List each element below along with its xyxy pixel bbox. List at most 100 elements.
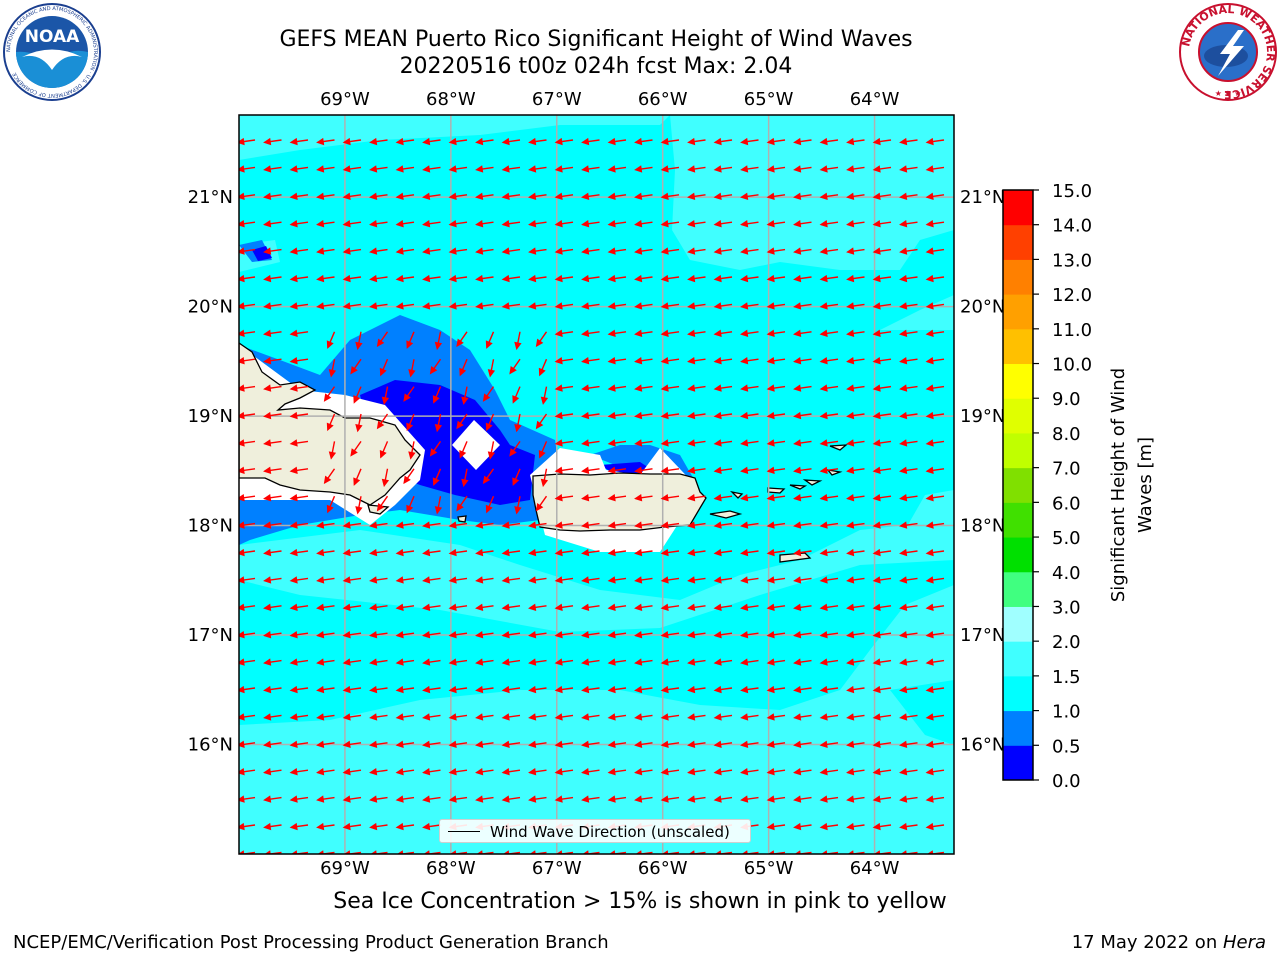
wave-arrow-head	[819, 822, 828, 831]
wave-arrow-head	[263, 384, 272, 392]
wave-arrow-head	[925, 466, 934, 475]
wave-arrow-head	[872, 137, 881, 146]
wave-arrow-head	[607, 384, 616, 392]
wave-arrow-head	[369, 658, 378, 666]
lon-tick-label-bottom: 69°W	[320, 858, 370, 879]
wave-arrow-head	[793, 466, 802, 475]
wave-arrow-head	[607, 274, 616, 283]
wave-arrow-head	[607, 302, 616, 310]
sea-ice-note: Sea Ice Concentration > 15% is shown in …	[333, 889, 947, 914]
wave-arrow-head	[512, 477, 520, 486]
wave-arrow-head	[289, 192, 298, 201]
wave-arrow-head	[607, 329, 616, 338]
wave-arrow-head	[713, 603, 722, 612]
wave-arrow-head	[793, 713, 802, 721]
noaa-logo: NOAA NATIONAL OCEANIC AND ATMOSPHERIC AD…	[3, 3, 101, 101]
wave-arrow-head	[740, 247, 749, 255]
wave-arrow-head	[793, 740, 802, 749]
colorbar-frame	[1002, 189, 1034, 781]
lat-tick-label-left: 16°N	[188, 735, 233, 756]
wave-arrow-head	[528, 713, 537, 721]
wave-arrow-head	[607, 713, 616, 721]
wave-arrow-head	[766, 165, 775, 173]
wave-arrow-head	[766, 274, 775, 283]
wave-arrow-head	[819, 192, 828, 201]
wave-arrow-head	[316, 713, 325, 721]
wave-arrow-head	[289, 603, 298, 612]
wave-arrow-head	[687, 357, 696, 365]
wave-arrow-head	[528, 247, 537, 255]
wave-arrow-head	[316, 302, 325, 310]
wave-arrow-head	[554, 384, 563, 392]
wave-arrow-head	[899, 466, 908, 475]
wave-arrow-head	[925, 713, 934, 721]
wave-arrow-head	[925, 137, 934, 146]
wave-arrow-head	[899, 795, 908, 803]
wave-arrow-head	[819, 631, 828, 639]
wave-arrow-head	[713, 740, 722, 749]
wave-arrow-head	[263, 548, 272, 557]
wave-arrow-head	[687, 740, 696, 749]
colorbar-swatch	[1003, 606, 1033, 642]
wave-arrow-head	[461, 478, 469, 488]
wave-arrow-head	[899, 302, 908, 310]
wave-arrow-head	[872, 247, 881, 255]
wave-arrow-head	[819, 357, 828, 365]
wave-arrow-head	[422, 795, 431, 803]
wave-arrow-head	[395, 658, 404, 666]
wave-arrow-head	[872, 220, 881, 228]
wave-arrow-head	[872, 603, 881, 612]
wave-arrow-head	[793, 329, 802, 338]
wave-arrow-head	[819, 220, 828, 228]
lat-tick-label-left: 18°N	[188, 516, 233, 537]
wave-arrow-head	[925, 274, 934, 283]
wave-arrow-head	[872, 439, 881, 447]
wave-arrow-head	[316, 521, 325, 529]
lon-tick-label-bottom: 64°W	[850, 858, 900, 879]
wave-arrow-head	[342, 548, 351, 557]
wave-arrow-head	[819, 576, 828, 584]
wave-arrow-head	[766, 384, 775, 392]
lon-tick-label-top: 66°W	[638, 89, 688, 110]
wave-arrow-head	[713, 658, 722, 666]
wave-arrow-head	[501, 302, 510, 310]
colorbar-tick-label: 0.0	[1052, 771, 1081, 792]
wave-arrow-head	[607, 685, 616, 694]
wave-arrow-head	[289, 329, 298, 338]
wave-arrow-head	[239, 192, 245, 201]
wave-arrow-head	[422, 768, 431, 776]
wave-arrow-head	[316, 247, 325, 255]
wave-arrow-head	[395, 521, 404, 529]
wave-arrow-head	[872, 411, 881, 420]
colorbar-swatch	[1003, 328, 1033, 365]
wave-arrow-head	[316, 137, 325, 146]
wave-arrow-head	[581, 466, 590, 475]
wave-arrow-head	[342, 603, 351, 612]
wave-arrow-head	[482, 475, 491, 485]
colorbar: 0.0 0.5 1.0 1.5 2.0 3.0 4.0 5.0 6.0 7.0 8.0 9.0 10.0…	[1002, 181, 1092, 792]
wave-arrow-head	[448, 658, 457, 666]
wave-arrow-head	[475, 274, 484, 283]
wave-arrow-head	[501, 576, 510, 584]
vector-legend-swatch	[448, 831, 480, 832]
wave-arrow-head	[448, 192, 457, 201]
wave-arrow-head	[326, 504, 334, 514]
wave-arrow-head	[740, 439, 749, 447]
wave-arrow-head	[687, 439, 696, 447]
wave-arrow-head	[289, 685, 298, 694]
wave-arrow-head	[289, 357, 298, 365]
wave-arrow-head	[448, 274, 457, 283]
wave-arrow-head	[925, 521, 934, 529]
lat-tick-label-right: 18°N	[960, 516, 1005, 537]
mona	[457, 515, 467, 523]
wave-arrow-head	[740, 768, 749, 776]
wave-arrow-head	[581, 411, 590, 420]
wave-arrow-head	[793, 357, 802, 365]
wave-arrow-head	[554, 274, 563, 283]
wave-arrow-head	[369, 274, 378, 283]
wave-arrow-head	[846, 768, 855, 776]
colorbar-swatch	[1003, 259, 1033, 295]
wave-arrow-head	[528, 548, 537, 557]
wave-arrow-head	[581, 165, 590, 173]
wave-arrow-head	[448, 521, 457, 529]
